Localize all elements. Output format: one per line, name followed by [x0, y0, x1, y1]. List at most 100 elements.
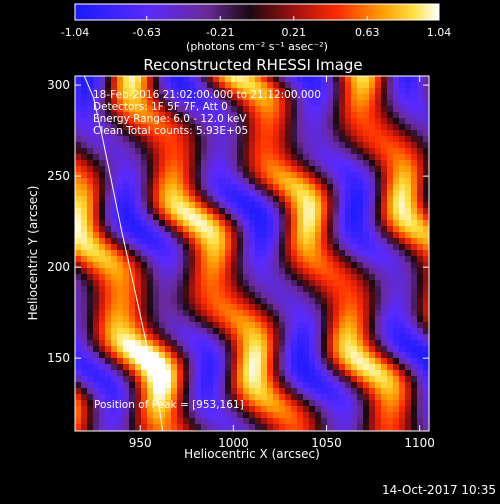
heatmap-cell	[309, 298, 316, 305]
heatmap-cell	[363, 160, 370, 167]
heatmap-cell	[375, 328, 382, 335]
heatmap-cell	[387, 172, 394, 179]
heatmap-cell	[405, 328, 412, 335]
heatmap-cell	[105, 172, 112, 179]
heatmap-cell	[87, 424, 94, 431]
heatmap-cell	[141, 376, 148, 383]
heatmap-cell	[159, 106, 166, 113]
heatmap-cell	[81, 382, 88, 389]
heatmap-cell	[315, 358, 322, 365]
heatmap-cell	[207, 352, 214, 359]
heatmap-cell	[141, 424, 148, 431]
heatmap-cell	[183, 256, 190, 263]
heatmap-cell	[87, 286, 94, 293]
heatmap-cell	[369, 256, 376, 263]
heatmap-cell	[345, 106, 352, 113]
heatmap-cell	[405, 100, 412, 107]
heatmap-cell	[297, 106, 304, 113]
heatmap-cell	[411, 358, 418, 365]
heatmap-cell	[249, 172, 256, 179]
heatmap-cell	[285, 142, 292, 149]
heatmap-cell	[81, 196, 88, 203]
heatmap-cell	[189, 310, 196, 317]
heatmap-cell	[369, 172, 376, 179]
heatmap-cell	[333, 352, 340, 359]
heatmap-cell	[189, 154, 196, 161]
heatmap-cell	[423, 196, 429, 203]
heatmap-cell	[81, 316, 88, 323]
heatmap-cell	[93, 220, 100, 227]
heatmap-cell	[369, 184, 376, 191]
heatmap-cell	[207, 274, 214, 281]
heatmap-cell	[393, 250, 400, 257]
heatmap-cell	[93, 232, 100, 239]
heatmap-cell	[201, 352, 208, 359]
heatmap-cell	[363, 358, 370, 365]
heatmap-cell	[321, 382, 328, 389]
heatmap-cell	[237, 154, 244, 161]
heatmap-cell	[327, 328, 334, 335]
heatmap-cell	[387, 424, 394, 431]
heatmap-cell	[321, 424, 328, 431]
heatmap-cell	[75, 424, 82, 431]
heatmap-cell	[327, 82, 334, 89]
heatmap-cell	[387, 250, 394, 257]
heatmap-cell	[195, 100, 202, 107]
heatmap-cell	[339, 280, 346, 287]
heatmap-cell	[171, 406, 178, 413]
heatmap-cell	[105, 190, 112, 197]
heatmap-cell	[129, 94, 136, 101]
heatmap-cell	[87, 328, 94, 335]
heatmap-cell	[207, 190, 214, 197]
heatmap-cell	[225, 280, 232, 287]
heatmap-cell	[147, 400, 154, 407]
heatmap-cell	[255, 256, 262, 263]
heatmap-cell	[357, 256, 364, 263]
heatmap-cell	[279, 124, 286, 131]
heatmap-cell	[75, 370, 82, 377]
heatmap-cell	[423, 106, 429, 113]
heatmap-cell	[297, 274, 304, 281]
heatmap-cell	[261, 214, 268, 221]
heatmap-cell	[243, 208, 250, 215]
heatmap-cell	[393, 232, 400, 239]
heatmap-cell	[423, 112, 429, 119]
heatmap-cell	[309, 184, 316, 191]
heatmap-cell	[231, 166, 238, 173]
heatmap-cell	[213, 334, 220, 341]
heatmap-cell	[171, 214, 178, 221]
heatmap-cell	[333, 286, 340, 293]
heatmap-cell	[99, 172, 106, 179]
heatmap-cell	[327, 274, 334, 281]
heatmap-cell	[177, 226, 184, 233]
heatmap-cell	[93, 316, 100, 323]
heatmap-cell	[141, 292, 148, 299]
heatmap-cell	[363, 262, 370, 269]
heatmap-cell	[207, 268, 214, 275]
heatmap-cell	[417, 160, 424, 167]
heatmap-cell	[375, 262, 382, 269]
heatmap-cell	[411, 190, 418, 197]
heatmap-cell	[339, 106, 346, 113]
heatmap-cell	[417, 316, 424, 323]
heatmap-cell	[291, 304, 298, 311]
heatmap-cell	[93, 400, 100, 407]
heatmap-cell	[75, 322, 82, 329]
heatmap-cell	[351, 94, 358, 101]
heatmap-cell	[417, 94, 424, 101]
heatmap-cell	[321, 142, 328, 149]
heatmap-cell	[141, 364, 148, 371]
heatmap-cell	[279, 424, 286, 431]
heatmap-cell	[405, 406, 412, 413]
heatmap-cell	[285, 370, 292, 377]
heatmap-cell	[201, 148, 208, 155]
heatmap-cell	[123, 76, 130, 83]
heatmap-cell	[393, 166, 400, 173]
heatmap-cell	[351, 184, 358, 191]
heatmap-cell	[351, 352, 358, 359]
heatmap-cell	[297, 268, 304, 275]
heatmap-cell	[207, 388, 214, 395]
heatmap-cell	[207, 100, 214, 107]
heatmap-cell	[279, 376, 286, 383]
heatmap-cell	[387, 412, 394, 419]
